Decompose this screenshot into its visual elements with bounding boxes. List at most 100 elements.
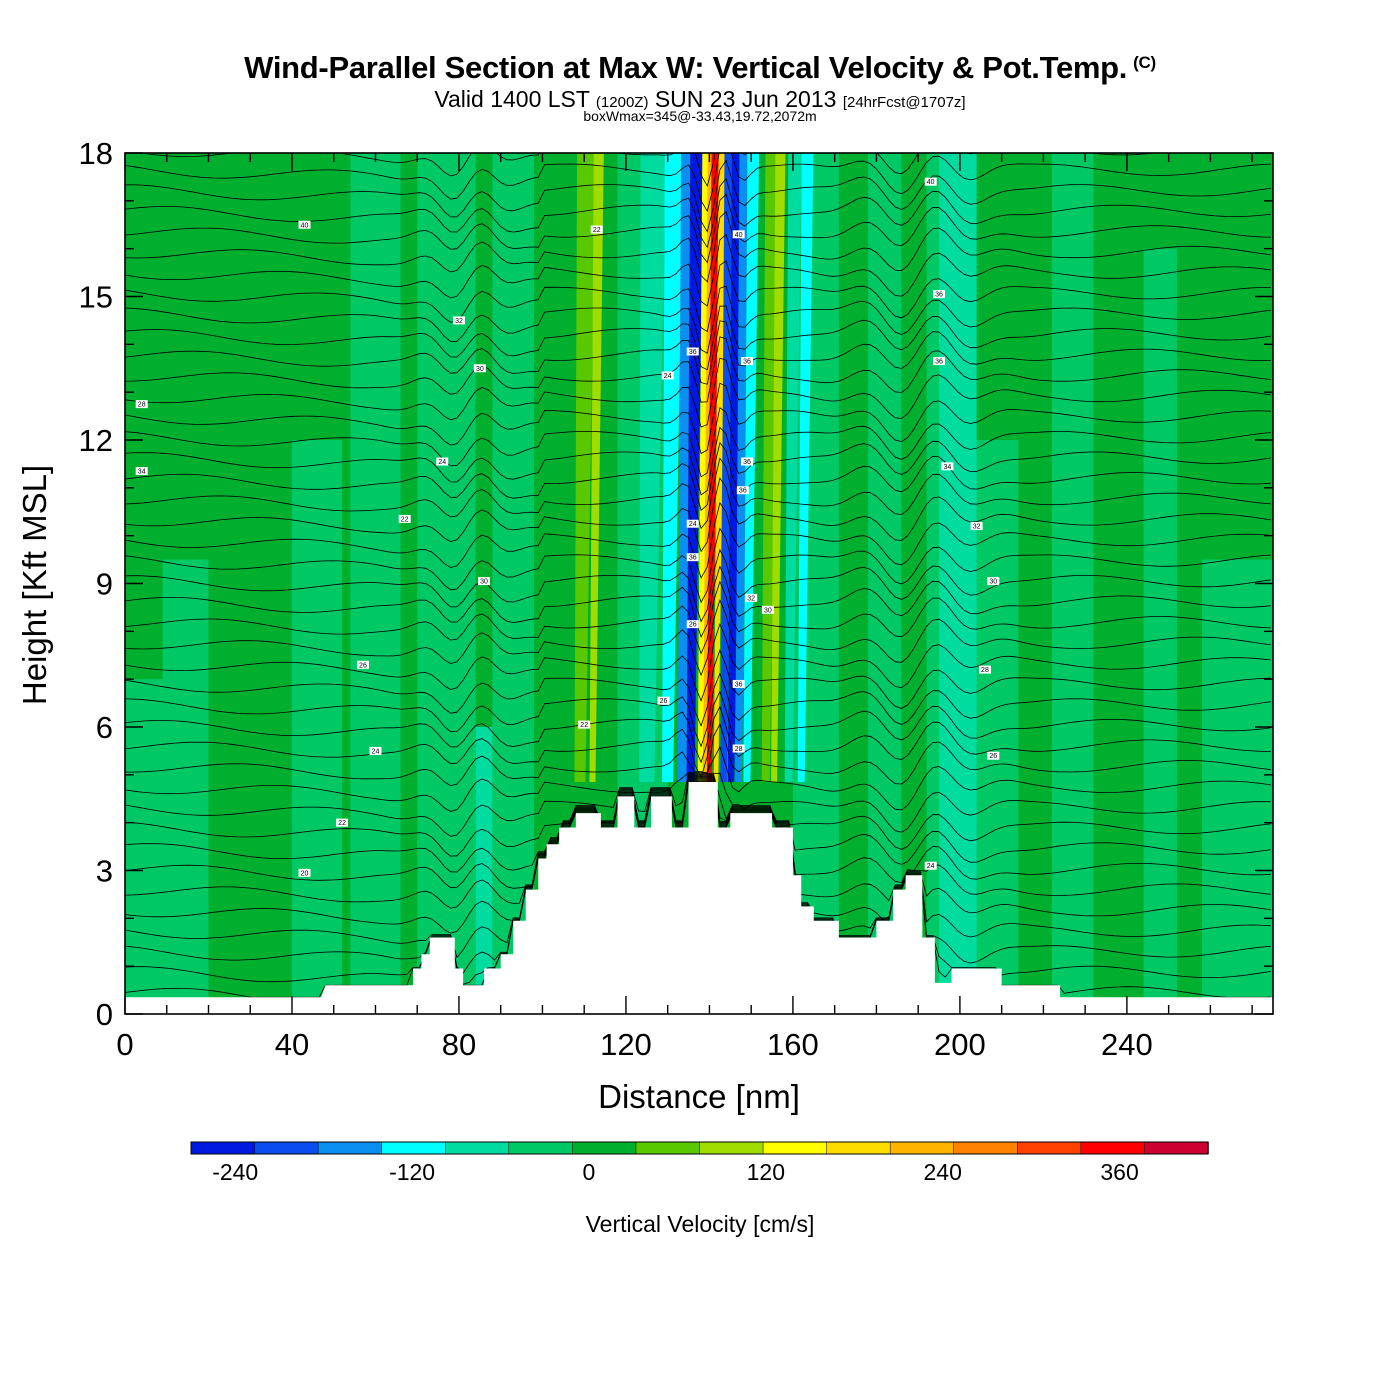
contour-label: 32: [455, 318, 463, 325]
contour-label: 40: [735, 232, 743, 239]
contour-label-box: [686, 620, 699, 629]
velocity-stripe: [743, 153, 760, 783]
contour-label-box: [987, 751, 1000, 760]
colorbar-tick-label: 120: [747, 1159, 785, 1185]
contour-label: 24: [438, 459, 446, 466]
contour-label: 22: [580, 722, 588, 729]
velocity-band: [1051, 153, 1094, 1014]
colorbar-swatch: [699, 1141, 764, 1155]
contour-label: 36: [935, 359, 943, 366]
y-tick-label: 12: [79, 423, 113, 458]
contour-label: 36: [743, 359, 751, 366]
pot-temp-contour: [125, 774, 1271, 857]
chart-title: Wind-Parallel Section at Max W: Vertical…: [244, 50, 1156, 85]
contour-label: 32: [747, 595, 755, 602]
axis-ticks: [124, 152, 1273, 1015]
contour-label: 34: [138, 469, 146, 476]
velocity-band: [939, 153, 977, 1014]
contour-label: 30: [476, 366, 484, 373]
colorbar-frame: [190, 1141, 1209, 1155]
pot-temp-contour: [125, 777, 1271, 934]
velocity-stripe: [706, 153, 720, 783]
y-tick-label: 6: [96, 710, 113, 745]
pot-temp-contour: [125, 233, 1271, 307]
colorbar-swatch: [953, 1141, 1019, 1155]
pot-temp-contour: [125, 780, 1271, 985]
velocity-band: [475, 727, 493, 1014]
velocity-band: [125, 679, 163, 1014]
pot-temp-contour: [125, 527, 1271, 604]
contour-label-box: [336, 818, 349, 827]
colorbar-swatch: [762, 1141, 828, 1155]
colorbar-swatch: [1017, 1141, 1082, 1155]
contour-label-box: [745, 593, 758, 602]
pot-temp-contour: [125, 501, 1271, 579]
pot-temp-contour: [125, 336, 1271, 403]
colorbar-swatch: [445, 1141, 510, 1155]
pot-temp-contour: [125, 457, 1271, 530]
contour-label-box: [135, 467, 148, 476]
pot-temp-contour: [125, 580, 1271, 655]
contour-label-box: [732, 679, 745, 688]
contour-label-box: [452, 316, 465, 325]
contour-label: 26: [359, 662, 367, 669]
pot-temp-contour: [125, 599, 1271, 677]
contour-label-box: [135, 400, 148, 409]
velocity-band: [162, 559, 209, 1014]
velocity-band: [291, 440, 343, 1014]
colorbar-swatch: [381, 1141, 446, 1155]
contour-label-box: [590, 225, 603, 234]
colorbar-swatch: [190, 1141, 256, 1155]
contour-label-box: [473, 364, 486, 373]
contour-label-box: [298, 220, 311, 229]
contour-label: 36: [743, 459, 751, 466]
contour-label-box: [732, 230, 745, 239]
colorbar-tick-label: -240: [212, 1159, 258, 1185]
pot-temp-contour: [125, 159, 1271, 233]
contour-label-box: [661, 371, 674, 380]
pot-temp-contour: [125, 672, 1271, 748]
velocity-stripe: [662, 153, 684, 783]
pot-temp-contour: [125, 649, 1271, 728]
velocity-band: [350, 153, 401, 1014]
pot-temp-contour: [125, 153, 1271, 213]
x-tick-label: 200: [934, 1027, 986, 1062]
contour-label: 24: [664, 373, 672, 380]
pot-temp-contour: [125, 772, 1271, 837]
terrain-mask: [125, 782, 1273, 1014]
velocity-band: [976, 440, 1019, 1014]
pot-temp-contour: [139, 153, 1158, 188]
pot-temp-contour: [125, 778, 1271, 959]
contour-label-box: [741, 357, 754, 366]
pot-temp-contour: [125, 210, 1271, 283]
contour-label: 22: [338, 820, 346, 827]
contour-label-box: [978, 665, 991, 674]
contour-label: 40: [301, 222, 309, 229]
y-tick-label: 18: [79, 136, 113, 171]
pot-temp-contour: [125, 774, 1271, 873]
contour-label: 36: [735, 681, 743, 688]
x-tick-label: 40: [275, 1027, 309, 1062]
pot-temp-contour: [125, 622, 1271, 702]
x-tick-label: 160: [767, 1027, 819, 1062]
pot-temp-contour: [125, 382, 1271, 455]
pot-temp-contour: [125, 775, 1271, 889]
contour-label: 22: [593, 227, 601, 234]
pot-temp-contour: [125, 426, 1271, 496]
colorbar-swatch: [635, 1141, 701, 1155]
colorbar-swatch: [572, 1141, 637, 1155]
velocity-stripe: [771, 153, 786, 783]
velocity-stripe: [574, 153, 596, 783]
contour-label-box: [732, 744, 745, 753]
velocity-stripe: [713, 153, 727, 783]
y-tick-labels: 0 3 6 9 12 15 18: [79, 136, 113, 1032]
colorbar-tick-label: 360: [1100, 1159, 1138, 1185]
colorbar-swatch: [1144, 1141, 1209, 1155]
contour-label: 20: [301, 870, 309, 877]
contour-label: 28: [138, 402, 146, 409]
x-tick-label: 80: [442, 1027, 476, 1062]
contour-label-box: [578, 720, 591, 729]
pot-temp-contour: [125, 745, 1271, 812]
pot-temp-contour: [125, 441, 1271, 512]
contour-label-box: [478, 577, 491, 586]
